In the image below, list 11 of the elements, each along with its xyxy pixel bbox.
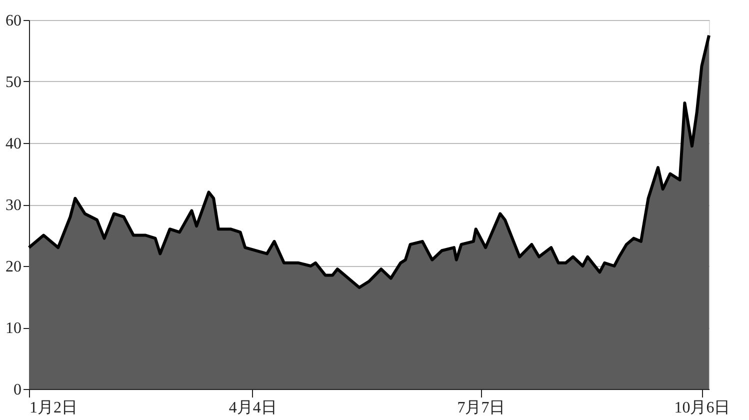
y-tick-label: 0 (14, 382, 22, 398)
y-tick-label: 20 (6, 258, 22, 276)
y-tick-label: 50 (6, 74, 22, 91)
y-tick-label: 60 (6, 12, 22, 30)
x-tick-label: 7月7日 (457, 400, 506, 416)
x-tick-label: 4月4日 (228, 400, 277, 416)
y-tick-label: 40 (6, 136, 22, 152)
y-tick-label: 10 (6, 320, 22, 337)
y-tick-label: 30 (6, 197, 22, 214)
x-tick-label: 10月6日 (674, 400, 730, 416)
x-tick-label: 1月2日 (30, 400, 78, 416)
